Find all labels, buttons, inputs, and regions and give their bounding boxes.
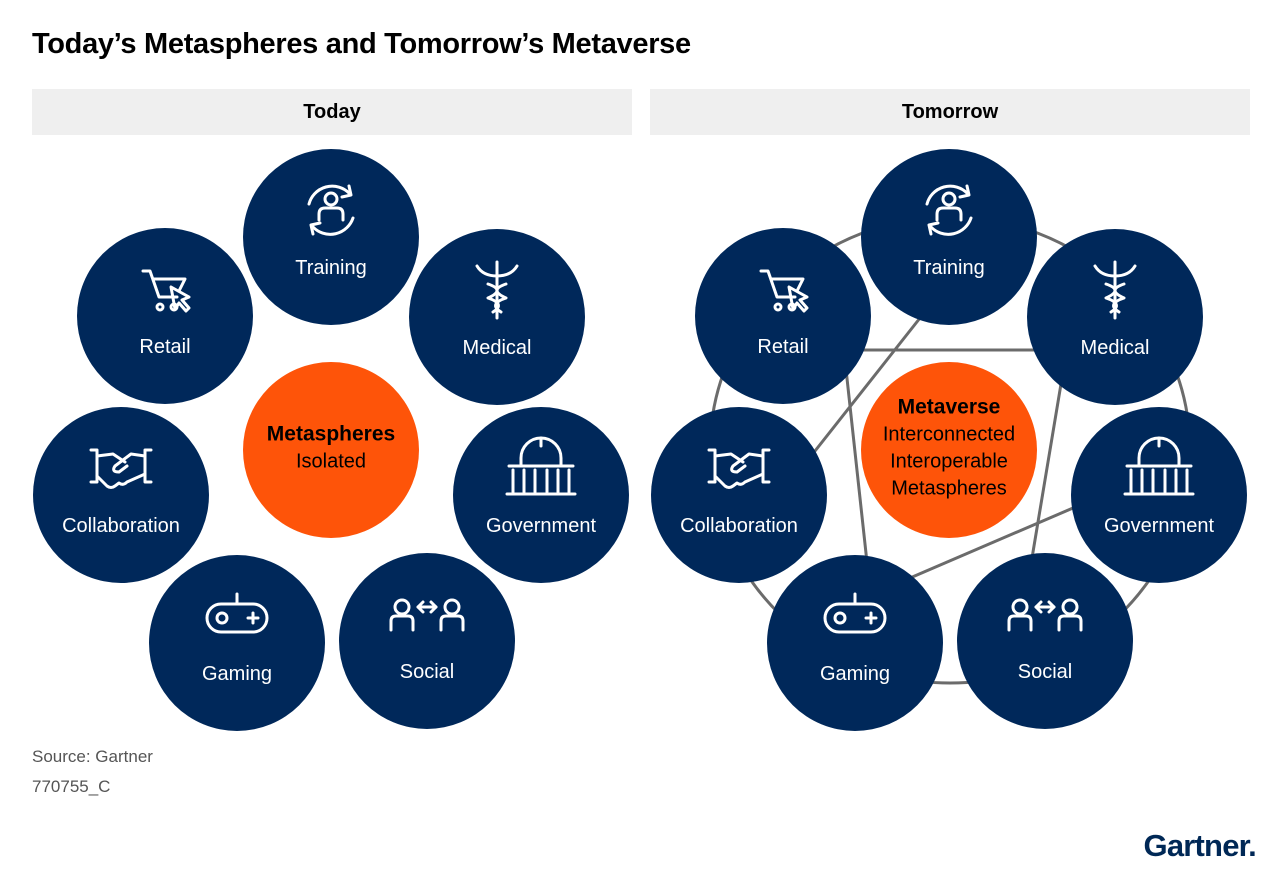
center-title: Metaspheres [267, 423, 395, 446]
node-training: Training [861, 149, 1037, 325]
node-label: Retail [139, 336, 190, 358]
node-circle [77, 228, 253, 404]
node-government: Government [453, 407, 629, 583]
node-social: Social [339, 553, 515, 729]
center-title: Metaverse [898, 396, 1001, 419]
node-label: Training [913, 257, 985, 279]
node-label: Training [295, 257, 367, 279]
center-tomorrow: Metaverse Interconnected Interoperable Meta… [861, 362, 1037, 538]
node-circle [149, 555, 325, 731]
node-government: Government [1071, 407, 1247, 583]
center-circle [243, 362, 419, 538]
node-label: Medical [1081, 337, 1150, 359]
node-circle [767, 555, 943, 731]
node-collaboration: Collaboration [651, 407, 827, 583]
center-line: Isolated [296, 451, 366, 473]
figure-code: 770755_C [32, 777, 111, 796]
node-medical: Medical [1027, 229, 1203, 405]
tomorrow-diagram: Training Medical Government Social Gaming Col… [651, 149, 1247, 731]
node-label: Retail [757, 336, 808, 358]
node-circle [861, 149, 1037, 325]
source-note: Source: Gartner [32, 747, 153, 766]
center-line: Interoperable [890, 451, 1008, 473]
node-retail: Retail [695, 228, 871, 404]
node-retail: Retail [77, 228, 253, 404]
node-label: Social [400, 661, 454, 683]
node-label: Gaming [202, 663, 272, 685]
node-social: Social [957, 553, 1133, 729]
center-circle [861, 362, 1037, 538]
center-line: Interconnected [883, 424, 1015, 446]
panel-header-tomorrow: Tomorrow [650, 89, 1250, 135]
node-collaboration: Collaboration [33, 407, 209, 583]
node-label: Collaboration [62, 515, 180, 537]
node-circle [339, 553, 515, 729]
node-circle [651, 407, 827, 583]
panel-header-today: Today [32, 89, 632, 135]
node-circle [243, 149, 419, 325]
center-today: Metaspheres Isolated [243, 362, 419, 538]
center-line: Metaspheres [891, 478, 1007, 500]
node-label: Collaboration [680, 515, 798, 537]
gartner-logo: Gartner. [1143, 828, 1257, 863]
node-gaming: Gaming [149, 555, 325, 731]
node-label: Government [486, 515, 596, 537]
node-circle [33, 407, 209, 583]
node-gaming: Gaming [767, 555, 943, 731]
node-training: Training [243, 149, 419, 325]
node-medical: Medical [409, 229, 585, 405]
node-circle [957, 553, 1133, 729]
node-circle [695, 228, 871, 404]
node-label: Social [1018, 661, 1072, 683]
node-label: Government [1104, 515, 1214, 537]
node-label: Gaming [820, 663, 890, 685]
today-diagram: Training Medical Government Social Gaming Col… [33, 149, 629, 731]
page-title: Today’s Metaspheres and Tomorrow’s Metav… [32, 28, 691, 60]
node-label: Medical [463, 337, 532, 359]
